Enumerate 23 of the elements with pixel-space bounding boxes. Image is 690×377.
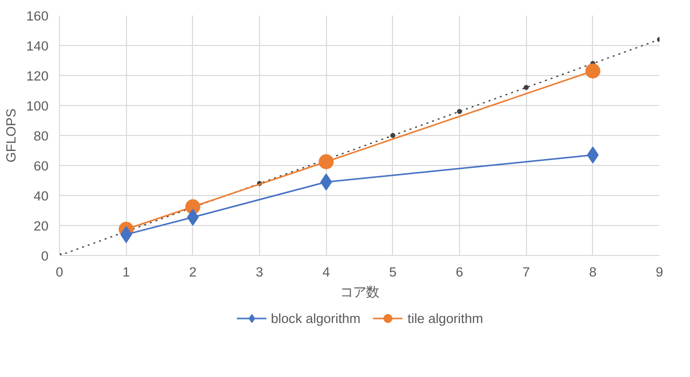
x-tick-label: 5 xyxy=(389,264,397,280)
x-axis-title: コア数 xyxy=(340,284,379,300)
y-tick-label: 40 xyxy=(34,188,49,204)
x-tick-label: 0 xyxy=(56,264,64,280)
y-tick-label: 120 xyxy=(26,68,49,84)
legend-label: tile algorithm xyxy=(408,310,484,326)
x-tick-label: 4 xyxy=(322,264,330,280)
y-tick-label: 80 xyxy=(34,128,49,144)
y-tick-label: 160 xyxy=(26,8,49,24)
x-tick-label: 3 xyxy=(256,264,264,280)
y-tick-label: 140 xyxy=(26,38,49,54)
y-tick-label: 0 xyxy=(41,248,49,264)
x-tick-label: 9 xyxy=(656,264,664,280)
legend-label: block algorithm xyxy=(270,310,361,326)
x-tick-label: 2 xyxy=(189,264,197,280)
x-tick-label: 6 xyxy=(456,264,464,280)
x-tick-label: 8 xyxy=(589,264,597,280)
y-tick-label: 20 xyxy=(34,218,49,234)
x-tick-label: 7 xyxy=(522,264,530,280)
y-axis-title: GFLOPS xyxy=(3,108,18,163)
y-tick-label: 100 xyxy=(26,98,49,114)
x-tick-label: 1 xyxy=(122,264,130,280)
y-tick-label: 60 xyxy=(34,158,49,174)
